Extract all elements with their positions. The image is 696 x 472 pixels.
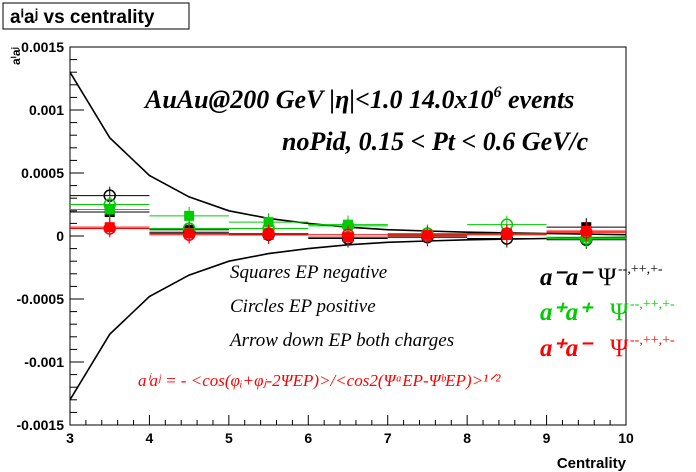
y-tick-label: 0.0005	[21, 165, 64, 181]
legend-label-negative: a⁻a⁻	[540, 264, 594, 291]
data-point-circle	[103, 198, 116, 211]
data-point-circle	[262, 227, 275, 240]
annotation-arrow: Arrow down EP both charges	[228, 330, 454, 351]
x-tick-label: 4	[146, 430, 154, 446]
x-tick-label: 6	[304, 430, 312, 446]
legend-psi-negative: Ψ	[598, 264, 617, 291]
legend-psi-sup-positive: --,++,+-	[630, 297, 675, 312]
annotation-circles: Circles EP positive	[230, 296, 376, 317]
data-point-square	[184, 210, 195, 221]
chart-title: aⁱaʲ vs centrality	[10, 7, 155, 28]
legend-entry-positive: a⁺a⁺ Ψ --,++,+-	[540, 297, 675, 326]
annotation-formula: aⁱaʲ = - <cos(φᵢ+φⱼ-2ΨEP)>/<cos2(ΨᵃEP-Ψᵇ…	[138, 371, 501, 390]
data-point-circle	[580, 225, 593, 239]
series-layer	[70, 186, 626, 249]
x-axis: 3 4 5 6 7 8 9 10	[66, 415, 634, 446]
x-tick-label: 7	[384, 430, 392, 446]
x-axis-label: Centrality	[557, 455, 627, 472]
annotation-squares: Squares EP negative	[230, 262, 387, 283]
data-point-circle	[182, 228, 196, 241]
data-point-circle	[421, 229, 434, 243]
y-tick-label: 0.001	[29, 102, 64, 118]
legend-psi-positive: Ψ	[610, 299, 629, 326]
y-tick-label: -0.0005	[17, 291, 65, 307]
data-point-circle	[500, 227, 514, 240]
chart-title-box: aⁱaʲ vs centrality	[2, 2, 190, 30]
data-point-circle	[103, 222, 116, 235]
x-tick-label: 5	[225, 430, 233, 446]
legend-label-mixed: a⁺a⁻	[540, 335, 594, 362]
data-point-circle	[341, 228, 355, 241]
series-5	[70, 219, 626, 245]
legend-label-positive: a⁺a⁺	[540, 299, 594, 326]
envelope-upper-curve	[69, 71, 627, 236]
legend-psi-sup-negative: --,++,+-	[618, 262, 663, 277]
annotation-header2: noPid, 0.15 < Pt < 0.6 GeV/c	[282, 127, 589, 156]
y-tick-label: -0.0015	[17, 417, 65, 433]
y-tick-label: -0.001	[24, 354, 64, 370]
annotation-header1: AuAu@200 GeV |η|<1.0 14.0x106 events	[143, 84, 574, 114]
x-tick-label: 10	[618, 430, 634, 446]
legend-entry-mixed: a⁺a⁻ Ψ --,++,+-	[540, 333, 675, 362]
x-tick-label: 9	[543, 430, 551, 446]
legend-psi-sup-mixed: --,++,+-	[630, 333, 675, 348]
y-tick-label: 0	[56, 228, 64, 244]
legend-entry-negative: a⁻a⁻ Ψ --,++,+-	[540, 262, 663, 291]
y-axis-label: aⁱaʲ	[9, 47, 23, 65]
y-tick-label: 0.0015	[21, 39, 64, 55]
envelope-lower-curve	[69, 236, 627, 401]
x-tick-label: 8	[463, 430, 471, 446]
x-tick-label: 3	[66, 430, 74, 446]
legend: a⁻a⁻ Ψ --,++,+- a⁺a⁺ Ψ --,++,+- a⁺a⁻ Ψ -…	[540, 262, 675, 362]
legend-psi-mixed: Ψ	[610, 335, 629, 362]
y-axis: -0.0015 -0.001 -0.0005 0 0.0005 0.001 0.0015	[17, 39, 84, 433]
